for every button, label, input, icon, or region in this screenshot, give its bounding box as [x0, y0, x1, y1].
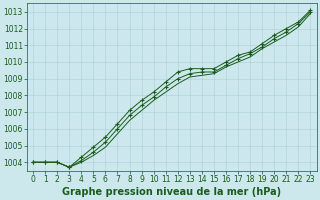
X-axis label: Graphe pression niveau de la mer (hPa): Graphe pression niveau de la mer (hPa) [62, 187, 281, 197]
